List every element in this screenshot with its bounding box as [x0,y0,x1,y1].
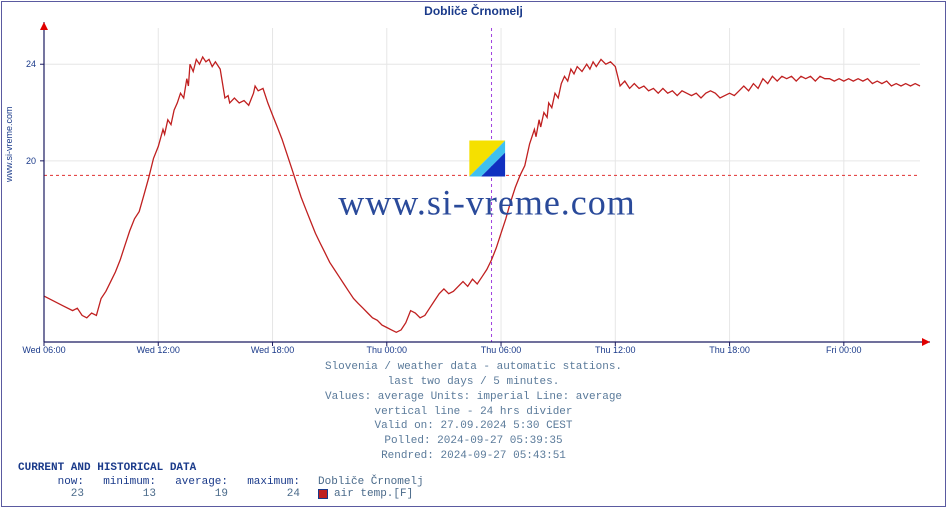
stats-col-min: minimum: [90,476,162,488]
stats-val-now: 23 [18,488,90,500]
legend-series: air temp.[F] [306,488,413,500]
legend-swatch-icon [318,489,328,499]
y-tick-label: 20 [26,156,36,166]
footer-line: last two days / 5 minutes. [388,376,560,388]
chart-title: Dobliče Črnomelj [2,2,945,18]
chart-footer-text: Slovenia / weather data - automatic stat… [2,360,945,464]
stats-val-min: 13 [90,488,162,500]
footer-line: Valid on: 27.09.2024 5:30 CEST [374,420,572,432]
chart-frame: Dobliče Črnomelj www.si-vreme.com www.si… [1,1,946,507]
footer-line: vertical line - 24 hrs divider [374,406,572,418]
y-tick-label: 24 [26,59,36,69]
plot-area: www.si-vreme.com [44,22,930,342]
stats-val-max: 24 [234,488,306,500]
legend-series-label: air temp.[F] [334,488,413,500]
x-tick-label: Thu 00:00 [367,345,408,355]
x-tick-label: Thu 06:00 [481,345,522,355]
x-tick-label: Wed 12:00 [137,345,180,355]
footer-line: Rendred: 2024-09-27 05:43:51 [381,450,566,462]
stats-col-avg: average: [162,476,234,488]
stats-val-avg: 19 [162,488,234,500]
x-tick-label: Fri 00:00 [826,345,862,355]
stats-col-max: maximum: [234,476,306,488]
x-tick-label: Wed 06:00 [22,345,65,355]
stats-col-now: now: [18,476,90,488]
legend-title: Dobliče Črnomelj [306,476,424,488]
x-tick-label: Thu 12:00 [595,345,636,355]
stats-header-row: now: minimum: average: maximum: Dobliče … [18,476,424,488]
footer-line: Slovenia / weather data - automatic stat… [325,361,622,373]
x-tick-label: Wed 18:00 [251,345,294,355]
legend-title-text: Dobliče Črnomelj [318,476,424,488]
plot-svg [44,22,930,342]
stats-block: CURRENT AND HISTORICAL DATA now: minimum… [18,462,424,500]
yaxis-source-label: www.si-vreme.com [4,106,14,182]
stats-header: CURRENT AND HISTORICAL DATA [18,462,424,474]
x-tick-label: Thu 18:00 [709,345,750,355]
footer-line: Polled: 2024-09-27 05:39:35 [384,435,562,447]
footer-line: Values: average Units: imperial Line: av… [325,391,622,403]
stats-value-row: 23 13 19 24 air temp.[F] [18,488,424,500]
